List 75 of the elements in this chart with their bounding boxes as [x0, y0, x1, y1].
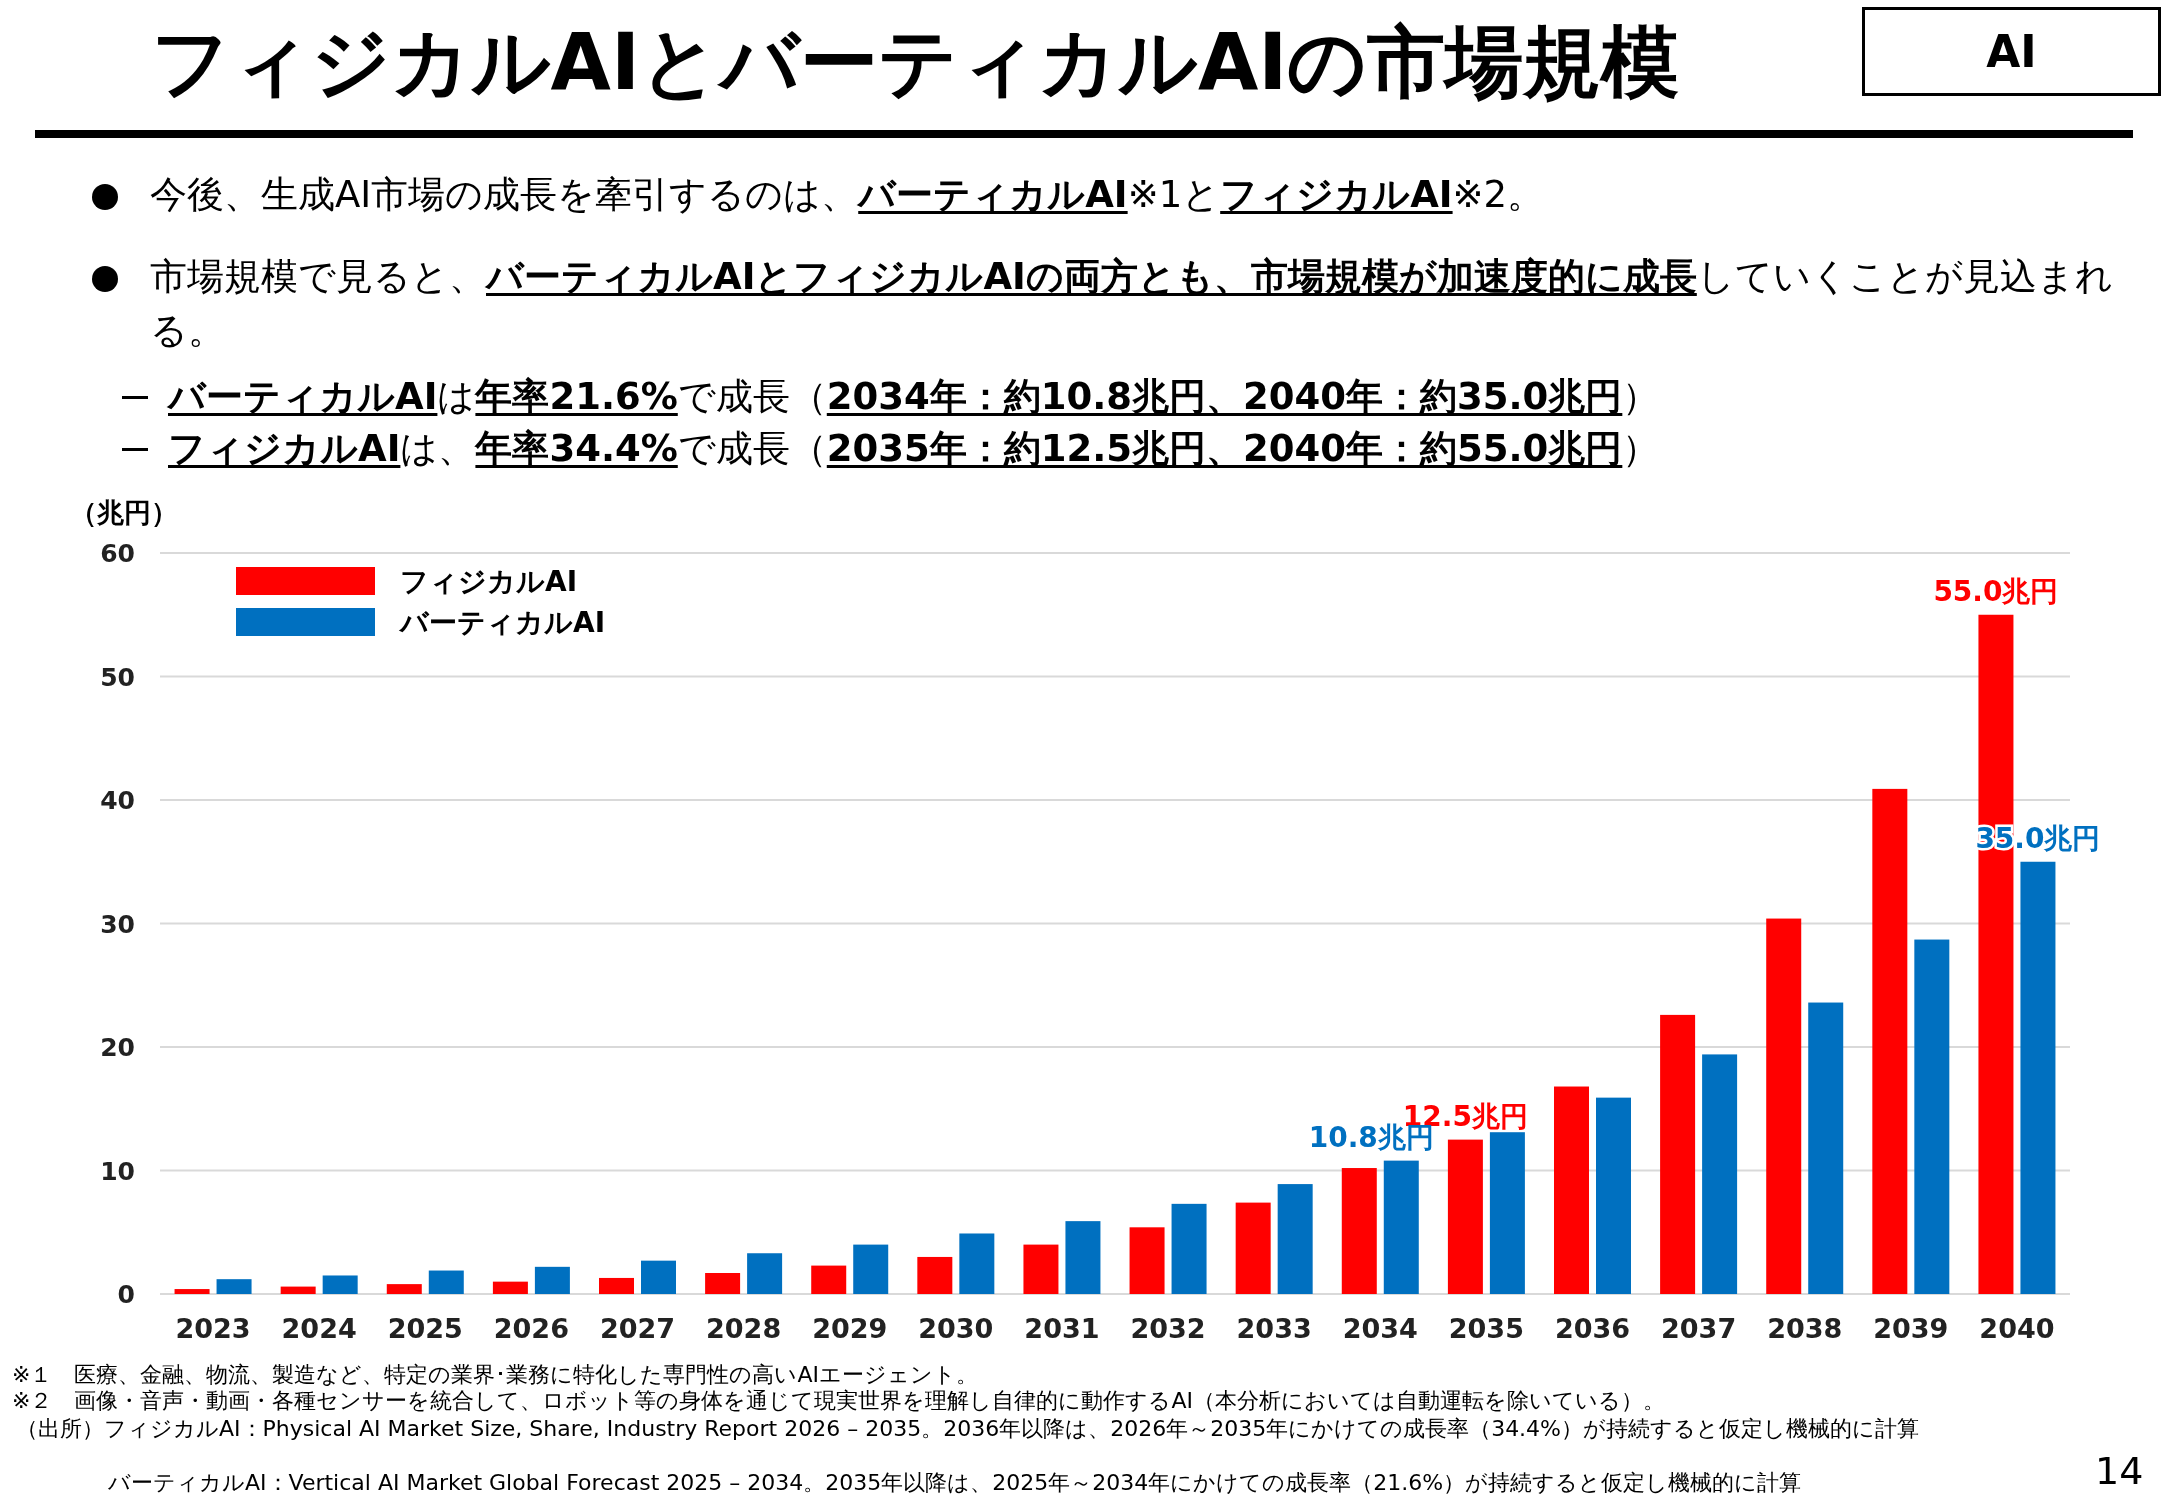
text: 市場規模で見ると、バーティカルAIとフィジカルAIの両方とも、市場規模が加速度的に成長していくことが見込まれる。	[150, 255, 2113, 352]
bar	[959, 1233, 995, 1294]
bar	[599, 1277, 634, 1294]
bar	[1277, 1184, 1313, 1294]
x-tick-label: 2030	[918, 1313, 994, 1344]
text: AI	[1862, 7, 2161, 96]
bar	[917, 1256, 953, 1294]
bar	[386, 1284, 422, 1294]
y-tick-label: 60	[100, 539, 135, 568]
x-tick-label: 2040	[1979, 1313, 2055, 1344]
bar	[1660, 1014, 1696, 1294]
bar	[216, 1279, 252, 1294]
data-label: 55.0兆円	[1933, 574, 2059, 608]
x-tick-label: 2031	[1024, 1313, 1100, 1344]
x-tick-label: 2024	[281, 1313, 357, 1344]
x-tick-label: 2032	[1130, 1313, 1206, 1344]
bar	[492, 1281, 528, 1294]
bar	[1383, 1160, 1419, 1294]
bar	[811, 1265, 847, 1294]
y-tick-label: 40	[100, 786, 135, 815]
bar	[1447, 1139, 1483, 1294]
bar	[534, 1266, 570, 1294]
bar	[280, 1286, 316, 1294]
text: バーティカルAIは年率21.6%で成長（2034年：約10.8兆円、2040年：約35.0兆円）	[168, 374, 1661, 420]
x-tick-label: 2026	[493, 1313, 569, 1344]
x-tick-label: 2039	[1873, 1313, 1949, 1344]
x-tick-label: 2029	[812, 1313, 888, 1344]
bar	[1235, 1202, 1271, 1294]
legend-label: バーティカルAI	[398, 606, 606, 639]
bar	[174, 1289, 210, 1294]
x-tick-label: 2027	[599, 1313, 676, 1344]
bar	[1171, 1203, 1207, 1294]
bar	[1766, 918, 1802, 1294]
text: フィジカルAIは、年率34.4%で成長（2035年：約12.5兆円、2040年：約55.0兆円）	[168, 426, 1661, 472]
text: （出所）フィジカルAI：Physical AI Market Size, Share, Industry Report 2026 – 2035。2036年以降は、2026年～2035年にかけての成長率（34.4%）が持続すると仮定し機械的に計算	[16, 1416, 1921, 1442]
chart-title: フィジカルAIとバーティカルAIの市場規模	[149, 16, 1681, 109]
bar	[641, 1260, 676, 1295]
bar	[1914, 939, 1950, 1294]
y-tick-label: 0	[117, 1280, 135, 1309]
text: ※１ 医療、金融、物流、製造など、特定の業界･業務に特化した専門性の高いAIエージェント。	[12, 1362, 979, 1388]
bar	[2020, 861, 2056, 1294]
bar	[853, 1244, 889, 1294]
bar	[1808, 1002, 1844, 1294]
x-tick-label: 2023	[175, 1313, 251, 1344]
bar	[1129, 1227, 1165, 1294]
y-tick-label: 30	[100, 909, 135, 939]
bar	[1554, 1086, 1589, 1294]
x-tick-label: 2028	[706, 1313, 782, 1344]
x-tick-label: 2037	[1661, 1313, 1737, 1344]
bar	[1702, 1054, 1738, 1294]
text: 14	[2095, 1448, 2144, 1494]
legend-label: フィジカルAI	[400, 565, 578, 598]
bar	[1341, 1168, 1377, 1294]
y-tick-label: 10	[100, 1156, 135, 1186]
y-tick-label: 20	[100, 1033, 135, 1062]
bar	[428, 1270, 464, 1294]
bar	[1023, 1244, 1059, 1294]
x-tick-label: 2033	[1236, 1313, 1312, 1344]
x-tick-label: 2034	[1342, 1313, 1418, 1344]
bar	[322, 1275, 358, 1294]
bar	[1872, 788, 1908, 1294]
bar	[747, 1253, 783, 1294]
y-axis-title: （兆円）	[70, 497, 178, 528]
bar	[1489, 1132, 1525, 1294]
bar	[1065, 1221, 1101, 1295]
text: ※２ 画像・音声・動画・各種センサーを統合して、ロボット等の身体を通じて現実世界を理解し自律的に動作するAI（本分析においては自動運転を除いている）。	[12, 1388, 1666, 1414]
y-tick-label: 50	[100, 662, 135, 692]
text: 今後、生成AI市場の成長を牽引するのは、バーティカルAI※1とフィジカルAI※2。	[150, 172, 1546, 218]
bar	[705, 1273, 741, 1294]
x-tick-label: 2036	[1554, 1313, 1631, 1344]
text: バーティカルAI：Vertical AI Market Global Forecast 2025 – 2034。2035年以降は、2025年～2034年にかけての成長率（21.6%）が持続すると仮定し機械的に計算	[108, 1470, 1802, 1495]
x-tick-label: 2038	[1767, 1313, 1843, 1344]
x-tick-label: 2035	[1448, 1313, 1524, 1344]
bar	[1596, 1097, 1631, 1295]
x-tick-label: 2025	[387, 1313, 463, 1344]
